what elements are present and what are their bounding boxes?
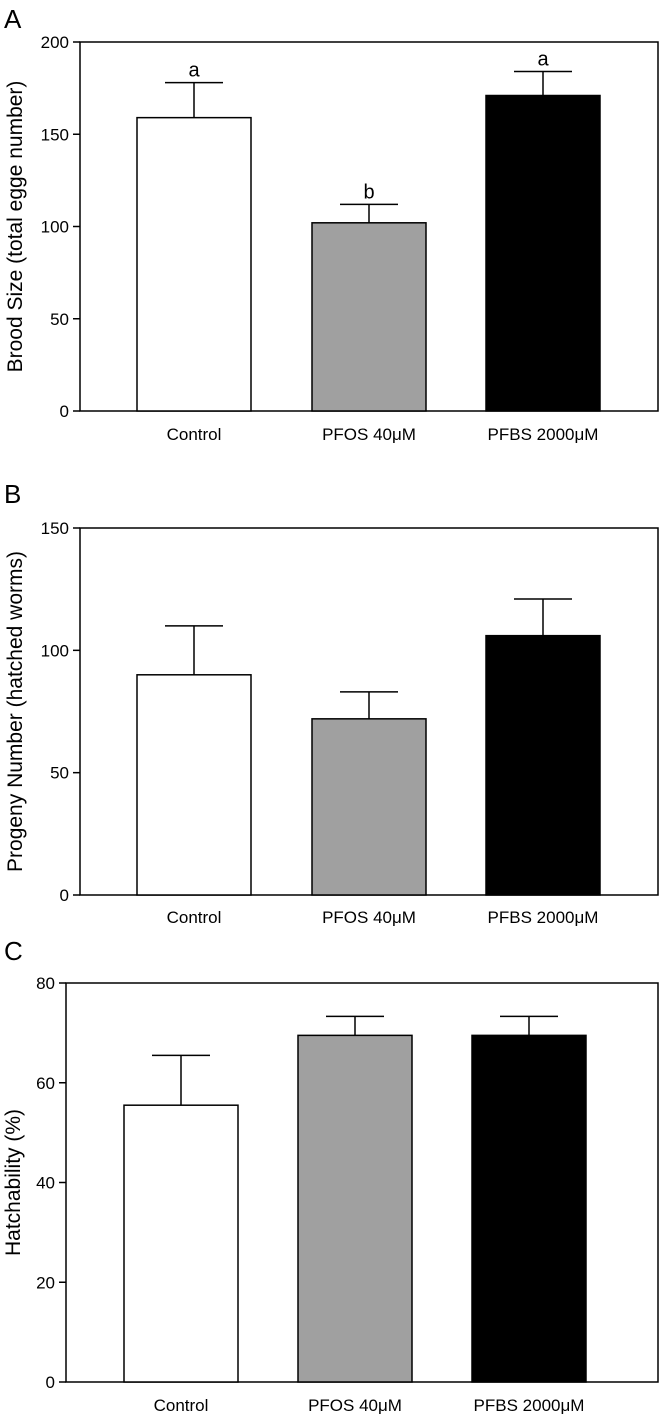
panel-c-ytick-label: 0 [46, 1373, 55, 1392]
panel-c-bar [471, 1034, 587, 1383]
panel-c-bar [123, 1104, 239, 1383]
panel-a-label: A [4, 4, 22, 34]
panel-b-ytick-label: 150 [41, 519, 69, 538]
panel-b-ytick-label: 100 [41, 641, 69, 660]
panel-c-category-label: PFBS 2000μM [474, 1396, 585, 1415]
panel-a-ytick-label: 200 [41, 33, 69, 52]
panel-a-category-label: Control [167, 425, 222, 444]
panel-b-ytick-label: 50 [50, 764, 69, 783]
panel-b-bar [485, 634, 601, 896]
panel-c-category-label: Control [154, 1396, 209, 1415]
panel-a-significance-label: a [537, 49, 549, 71]
panel-b-bar [136, 674, 252, 896]
panel-b-label: B [4, 479, 21, 509]
panel-c-ytick-label: 20 [36, 1273, 55, 1292]
panel-a-bar [311, 222, 427, 412]
panel-b-category-label: PFBS 2000μM [488, 908, 599, 927]
panel-a-category-label: PFOS 40μM [322, 425, 416, 444]
panel-a-ytick-label: 50 [50, 310, 69, 329]
panel-c-ytick-label: 40 [36, 1174, 55, 1193]
panel-a-significance-label: a [188, 60, 200, 82]
panel-c-ytick-label: 80 [36, 974, 55, 993]
panel-b-ytick-label: 0 [60, 886, 69, 905]
panel-b-ylabel: Progeny Number (hatched worms) [4, 551, 27, 872]
panel-c-ylabel: Hatchability (%) [2, 1109, 25, 1256]
panel-a-ylabel: Brood Size (total egge number) [4, 81, 27, 373]
panel-a-ytick-label: 150 [41, 125, 69, 144]
panel-b-category-label: PFOS 40μM [322, 908, 416, 927]
panel-a-bar [136, 116, 252, 412]
panel-a-category-label: PFBS 2000μM [488, 425, 599, 444]
panel-b-bar [311, 718, 427, 896]
panel-c-bar [297, 1034, 413, 1383]
panel-c-label: C [4, 936, 23, 966]
panel-a-significance-label: b [363, 181, 374, 203]
panel-c-ytick-label: 60 [36, 1074, 55, 1093]
panel-b-category-label: Control [167, 908, 222, 927]
panel-a-ytick-label: 100 [41, 218, 69, 237]
panel-a-ytick-label: 0 [60, 402, 69, 421]
panel-a-bar [485, 94, 601, 412]
panel-c-category-label: PFOS 40μM [308, 1396, 402, 1415]
